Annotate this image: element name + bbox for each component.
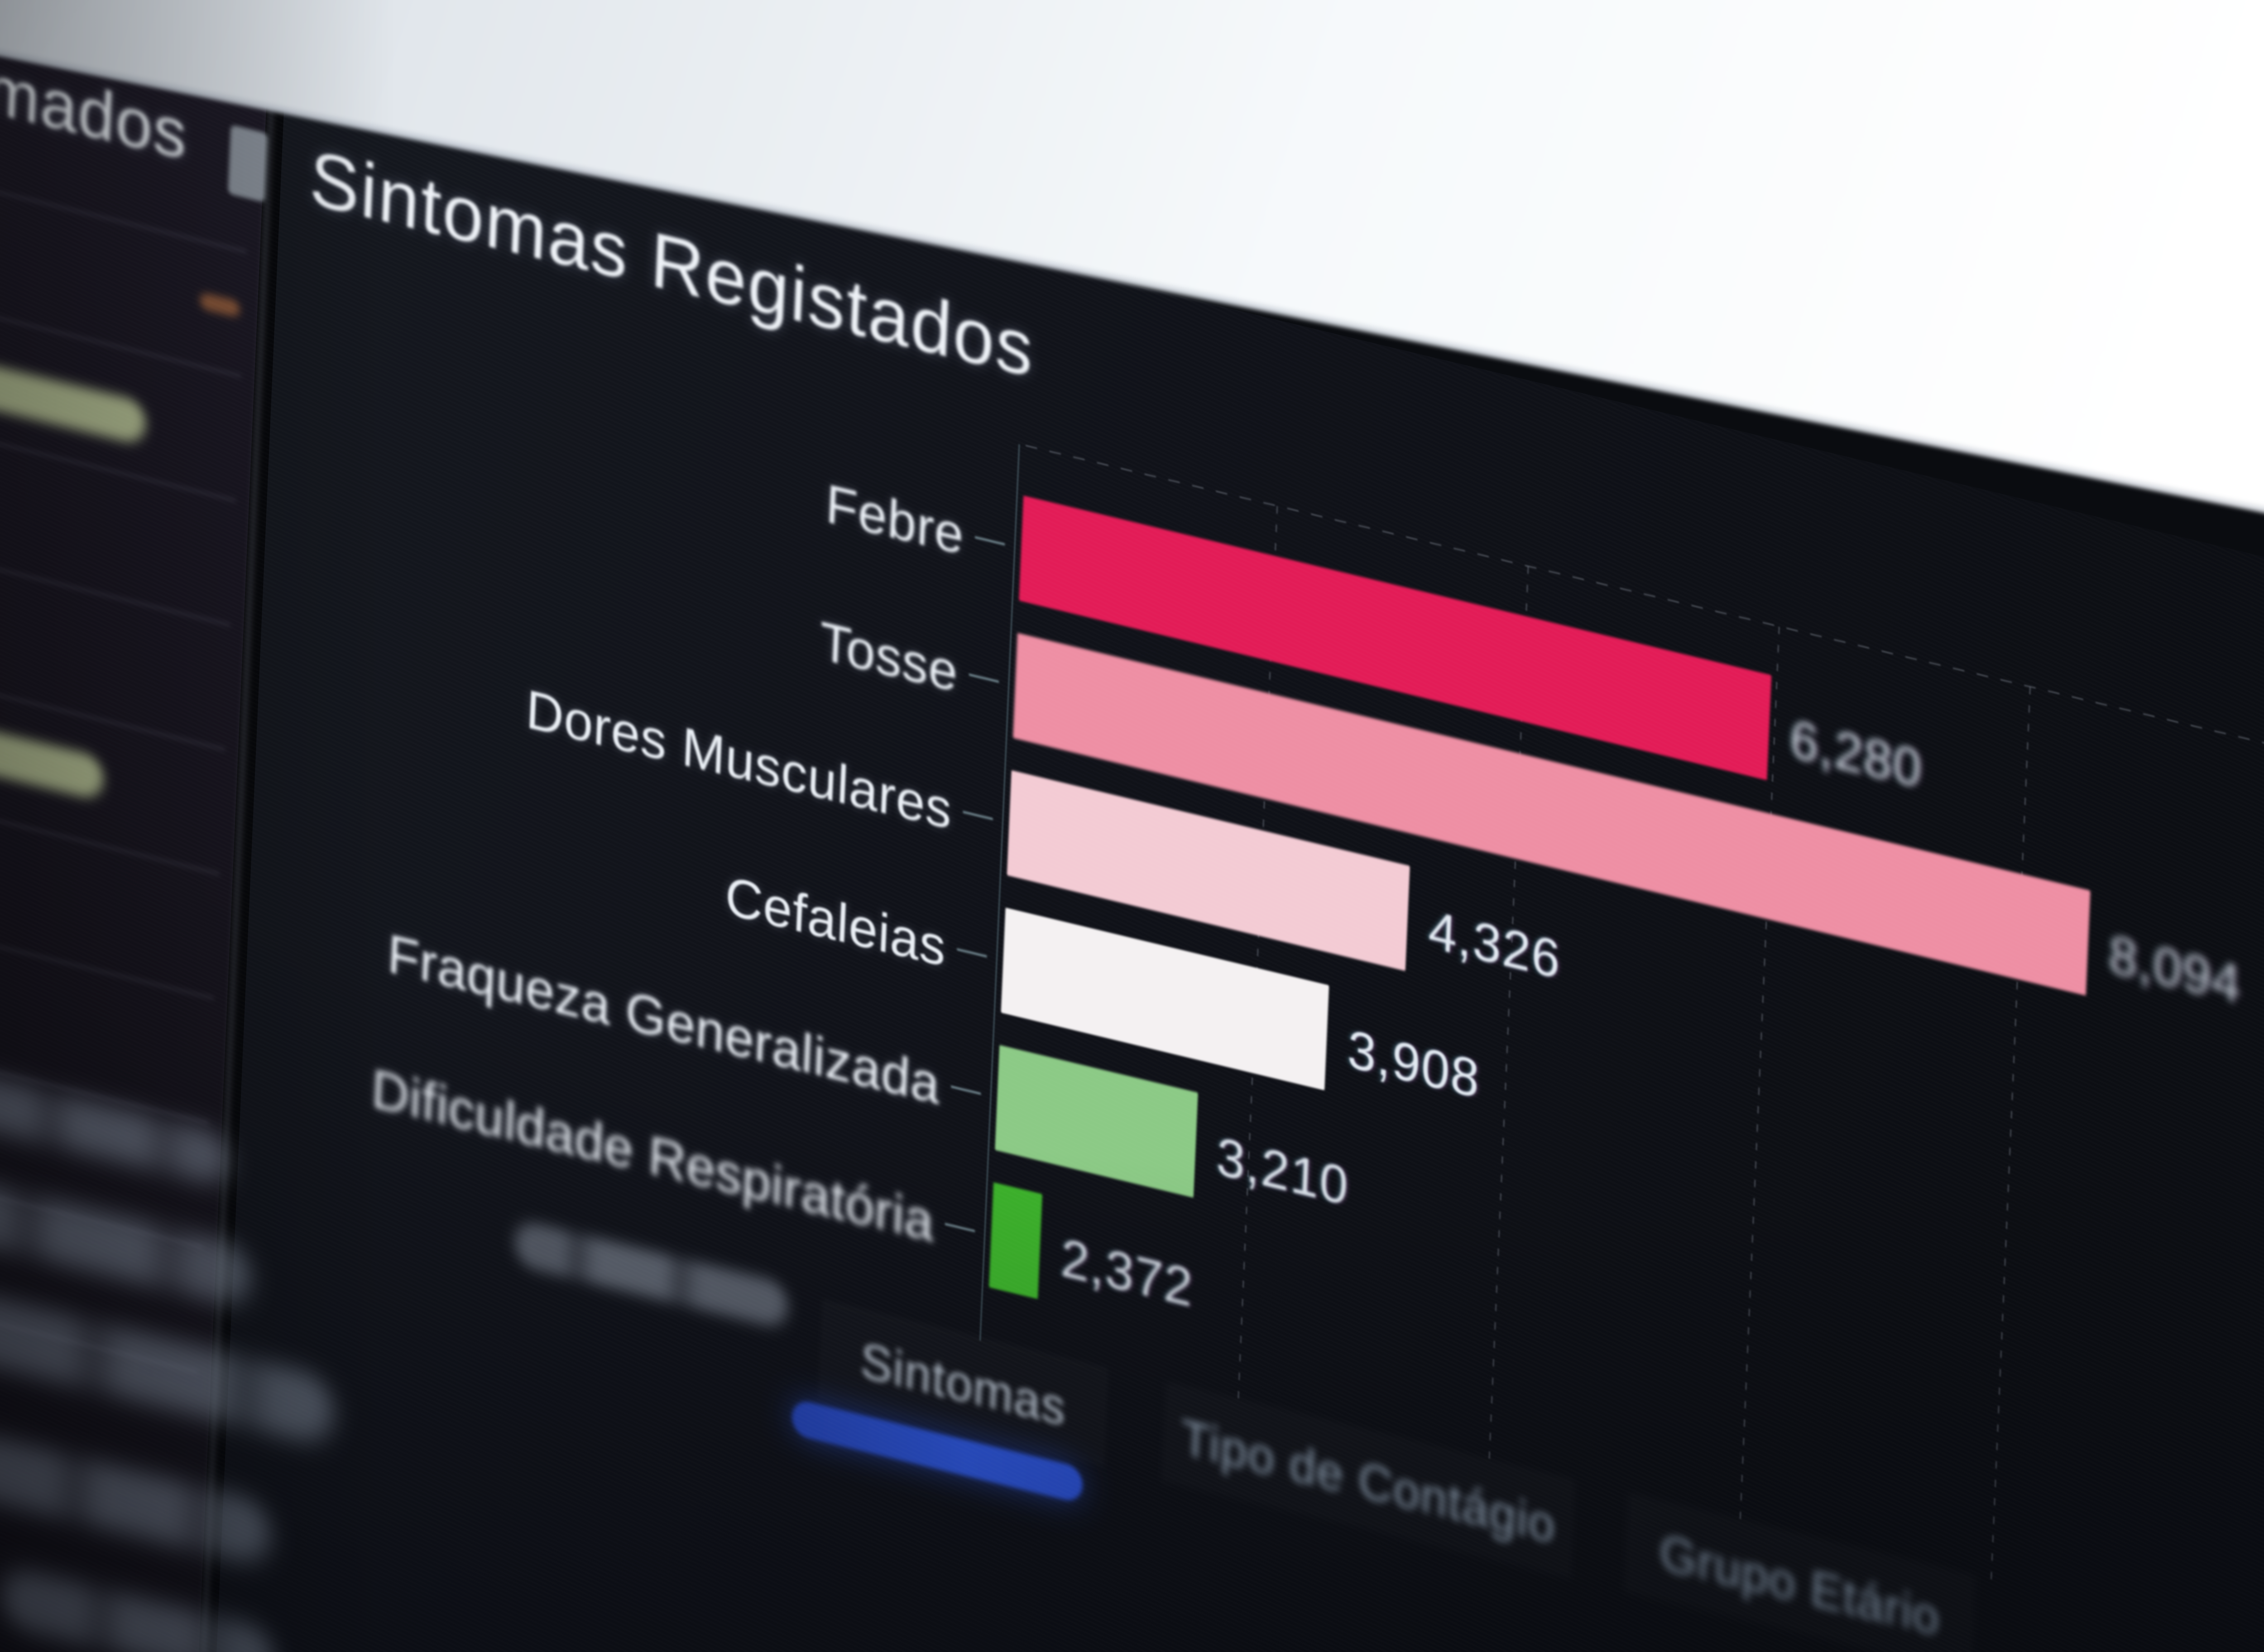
sidebar-divider [0,179,247,254]
value-label: 3,210 [1215,1125,1350,1217]
value-label: 3,908 [1346,1018,1482,1110]
value-label: 4,326 [1427,898,1562,990]
axis-tick [957,948,987,958]
axis-tick [951,1085,981,1095]
axis-tick [945,1223,975,1233]
scrollbar-thumb[interactable] [228,124,268,203]
bar-dificuldade-respirat-ria[interactable] [988,1182,1043,1299]
value-label: 8,094 [2107,923,2243,1015]
value-label: 6,280 [1789,708,1924,800]
axis-tick [963,811,993,821]
value-label: 2,372 [1060,1226,1195,1319]
axis-tick [974,536,1005,546]
axis-tick [969,673,999,683]
